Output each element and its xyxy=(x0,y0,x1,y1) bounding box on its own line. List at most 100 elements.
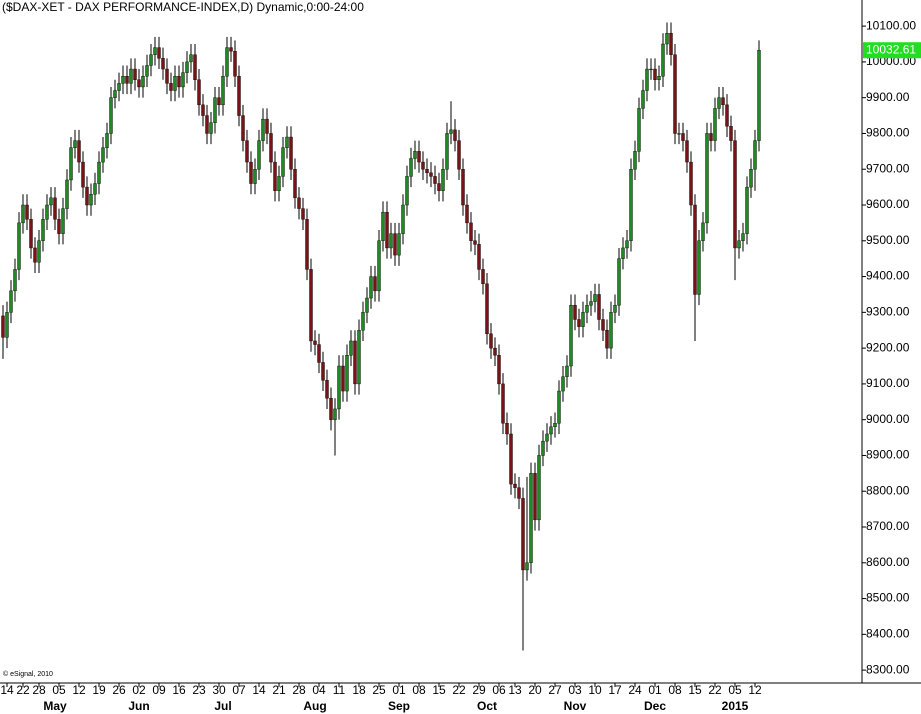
candle-body xyxy=(629,169,633,241)
x-tick-label: 22 xyxy=(16,683,30,697)
candle-body xyxy=(661,43,665,77)
candle-body xyxy=(513,483,517,488)
candle-body xyxy=(729,126,733,141)
candle-body xyxy=(281,147,285,177)
candle-body xyxy=(137,79,141,88)
candle-body xyxy=(413,151,417,159)
month-label: May xyxy=(43,699,67,713)
candle-body xyxy=(357,330,361,385)
x-tick-label: 08 xyxy=(668,683,682,697)
candle-body xyxy=(645,68,649,91)
candle-body xyxy=(293,169,297,199)
x-tick-label: 14 xyxy=(252,683,266,697)
candle-body xyxy=(253,169,257,184)
candle-body xyxy=(689,161,693,206)
candle-body xyxy=(289,136,293,170)
candle-body xyxy=(641,90,645,109)
candle-body xyxy=(325,380,329,399)
candle-body xyxy=(197,79,201,106)
candle-body xyxy=(193,54,197,80)
candle-body xyxy=(181,72,185,88)
candle-body xyxy=(9,290,13,313)
candle-body xyxy=(597,294,601,320)
y-tick-label: 9800.00 xyxy=(866,126,910,140)
candle-body xyxy=(313,340,317,345)
candle-body xyxy=(329,398,333,420)
candle-body xyxy=(609,312,613,349)
candle-body xyxy=(61,208,65,234)
candle-body xyxy=(1,315,5,338)
candle-body xyxy=(365,297,369,313)
candle-body xyxy=(21,204,25,224)
x-tick-label: 18 xyxy=(352,683,366,697)
candle-body xyxy=(725,104,729,127)
last-price-label: 10032.61 xyxy=(866,42,916,56)
y-tick-label: 9700.00 xyxy=(866,161,910,175)
candle-body xyxy=(677,133,681,135)
candle-body xyxy=(29,219,33,249)
candle-body xyxy=(745,186,749,234)
candle-body xyxy=(573,304,577,320)
candle-body xyxy=(233,50,237,77)
candle-body xyxy=(33,247,37,263)
candle-body xyxy=(453,129,457,141)
x-tick-label: 15 xyxy=(432,683,446,697)
x-tick-label: 08 xyxy=(412,683,426,697)
candle-body xyxy=(165,68,169,84)
candle-body xyxy=(237,76,241,116)
x-tick-label: 05 xyxy=(52,683,66,697)
candle-body xyxy=(157,47,161,59)
x-tick-label: 06 xyxy=(492,683,506,697)
candle-body xyxy=(409,158,413,177)
candle-body xyxy=(405,176,409,206)
x-tick-label: 11 xyxy=(333,683,346,697)
candle-body xyxy=(613,304,617,313)
candle-body xyxy=(681,133,685,141)
y-tick-label: 9200.00 xyxy=(866,340,910,354)
candle-body xyxy=(533,473,537,521)
y-tick-label: 8900.00 xyxy=(866,448,910,462)
candle-body xyxy=(469,222,473,241)
candle-body xyxy=(749,169,753,188)
y-tick-label: 8700.00 xyxy=(866,519,910,533)
candle-body xyxy=(205,115,209,134)
candle-body xyxy=(529,473,533,563)
candle-body xyxy=(41,219,45,241)
candle-body xyxy=(509,433,513,485)
x-tick-label: 05 xyxy=(728,683,742,697)
candle-body xyxy=(665,33,669,45)
candle-body xyxy=(249,161,253,184)
candle-body xyxy=(49,197,53,206)
candle-body xyxy=(397,233,401,256)
candle-body xyxy=(145,65,149,77)
candle-body xyxy=(69,147,73,181)
candle-body xyxy=(673,54,677,134)
x-tick-label: 16 xyxy=(172,683,186,697)
candle-body xyxy=(465,204,469,224)
candle-body xyxy=(57,219,61,234)
candle-body xyxy=(505,423,509,435)
candle-body xyxy=(177,76,181,88)
candle-body xyxy=(265,118,269,134)
candle-body xyxy=(229,47,233,52)
candle-body xyxy=(129,68,133,84)
candle-body xyxy=(361,312,365,331)
candle-body xyxy=(685,140,689,163)
candle-body xyxy=(669,33,673,55)
y-tick-label: 8600.00 xyxy=(866,555,910,569)
month-label: Nov xyxy=(564,699,587,713)
candle-body xyxy=(209,122,213,134)
candle-body xyxy=(741,233,745,241)
candle-body xyxy=(429,172,433,177)
y-tick-label: 9300.00 xyxy=(866,305,910,319)
candle-body xyxy=(353,340,357,385)
candle-body xyxy=(753,140,757,170)
x-tick-label: 26 xyxy=(112,683,126,697)
candle-body xyxy=(301,208,305,220)
candle-body xyxy=(77,140,81,163)
candle-body xyxy=(285,136,289,148)
x-tick-label: 03 xyxy=(568,683,582,697)
candle-body xyxy=(525,562,529,571)
candle-body xyxy=(269,133,273,163)
